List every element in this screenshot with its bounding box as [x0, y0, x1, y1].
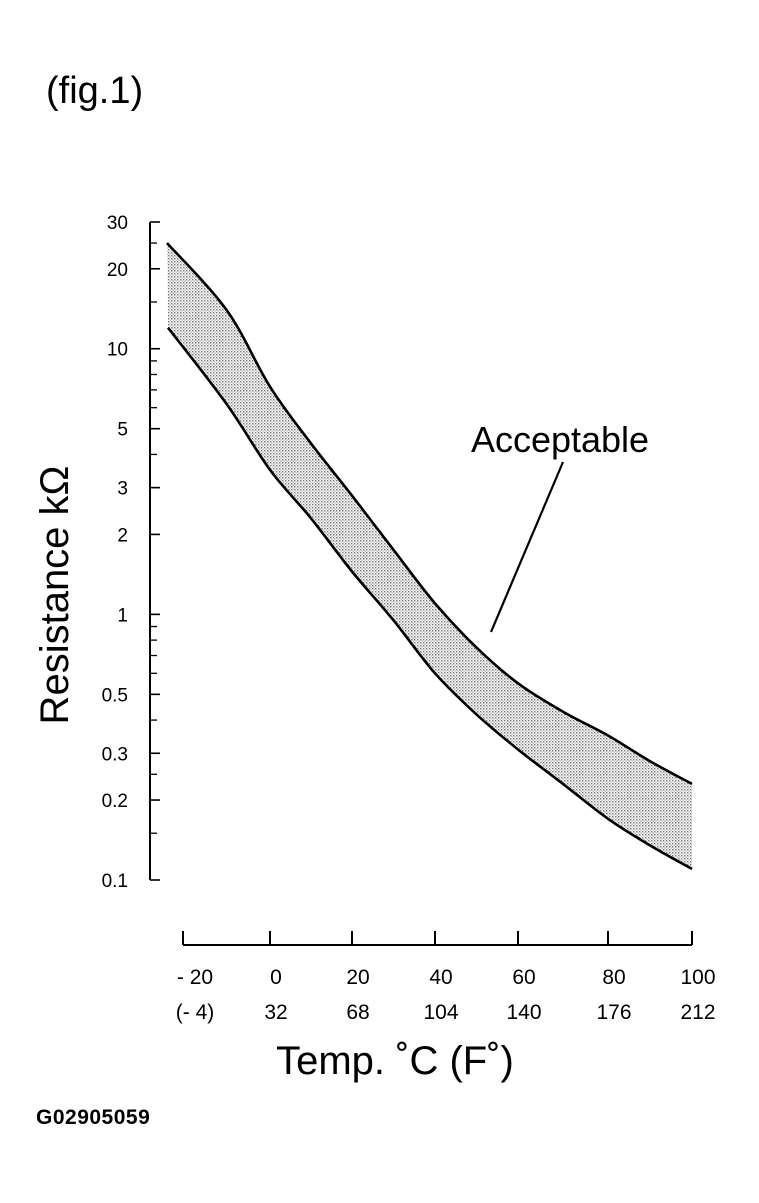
x-tick-label-c: 100: [680, 966, 715, 989]
y-tick-label: 0.1: [102, 871, 128, 892]
image-code: G02905059: [36, 1106, 151, 1129]
upper-limit-line: [166, 242, 693, 786]
y-tick-label: 10: [107, 340, 128, 361]
y-tick-label: 5: [117, 420, 128, 441]
y-tick-label: 2: [117, 525, 128, 546]
x-axis: - 20 (- 4) 0 32 20 68 40 104 60 140 80 176 100 212: [176, 931, 716, 1024]
x-tick-label-c: - 20: [177, 966, 213, 989]
y-tick-label: 3: [117, 479, 128, 500]
acceptable-band-fill: [167, 243, 692, 870]
acceptable-label: Acceptable: [471, 419, 649, 460]
x-tick-label-c: 40: [429, 966, 452, 989]
y-tick-label: 1: [117, 605, 128, 626]
acceptable-band: [166, 242, 693, 871]
acceptable-leader-line: [489, 461, 565, 633]
x-tick-label-c: 0: [270, 966, 282, 989]
y-tick-label: 20: [107, 260, 128, 281]
x-tick-label-f: 176: [596, 1001, 631, 1024]
x-tick-label-f: (- 4): [176, 1001, 215, 1024]
y-axis: 30 20 10 5 3 2 1 0.5 0.3 0.2 0.1: [102, 213, 160, 892]
x-tick-label-c: 20: [346, 966, 369, 989]
x-tick-label-f: 104: [423, 1001, 458, 1024]
x-tick-label-f: 32: [264, 1001, 287, 1024]
y-tick-label: 0.2: [102, 791, 128, 812]
x-tick-label-f: 212: [680, 1001, 715, 1024]
x-tick-label-c: 60: [512, 966, 535, 989]
x-tick-label-f: 68: [346, 1001, 369, 1024]
annotation: Acceptable: [471, 419, 649, 633]
x-tick-label-c: 80: [602, 966, 625, 989]
x-tick-label-f: 140: [506, 1001, 541, 1024]
figure-label: (fig.1): [46, 70, 144, 112]
y-axis-title: Resistance kΩ: [33, 466, 77, 725]
lower-limit-line: [166, 326, 693, 871]
y-tick-label: 0.5: [102, 685, 128, 706]
y-tick-label: 0.3: [102, 744, 128, 765]
x-axis-title: Temp. ˚C (F˚): [276, 1039, 514, 1083]
y-tick-label: 30: [107, 213, 128, 234]
